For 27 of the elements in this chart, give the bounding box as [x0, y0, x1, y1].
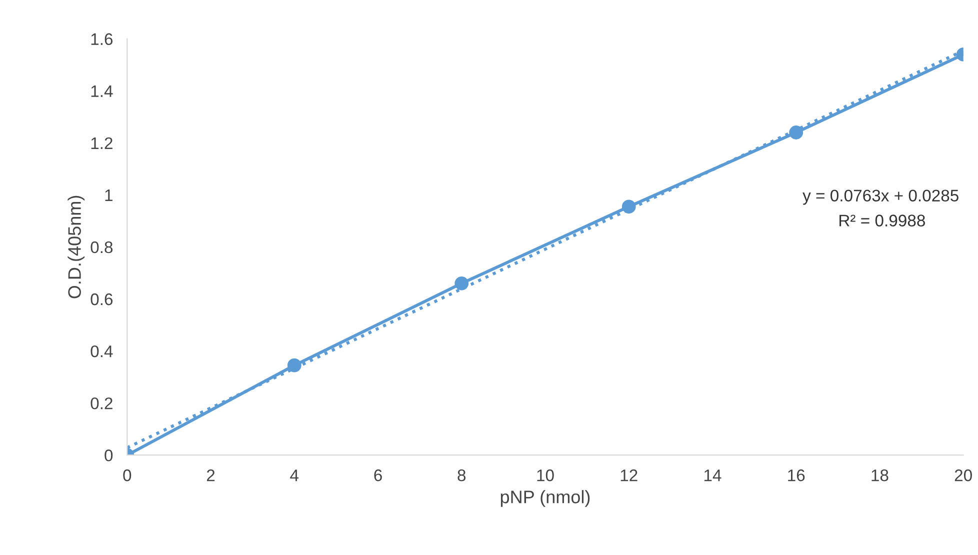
x-tick-label: 14: [704, 470, 722, 482]
x-tick-label: 4: [290, 470, 299, 482]
y-tick-label: 1.4: [91, 85, 113, 97]
x-tick-label: 12: [620, 469, 638, 482]
point: [789, 126, 804, 140]
y-tick-label: 1: [105, 190, 112, 201]
x-tick-label: 10: [537, 469, 554, 482]
x-axis-title: pNP (nmol): [500, 490, 590, 507]
y-tick-label: 0.4: [90, 345, 113, 358]
x-tick-label: 0: [123, 469, 132, 482]
annotation: R² = 0.9988: [840, 214, 925, 226]
x-tick-label: 18: [872, 469, 888, 482]
x-tick-label: 8: [458, 469, 466, 482]
y-tick-label: 1.6: [91, 33, 113, 46]
y-tick-label: 0.8: [90, 241, 113, 254]
x-tick-label: 20: [954, 469, 972, 482]
point: [454, 276, 469, 290]
x-tick-label: 16: [788, 469, 805, 482]
x-tick-label: 2: [206, 469, 215, 482]
y-tick-label: 0: [104, 450, 113, 462]
x-tick-label: 6: [374, 469, 382, 482]
y-tick-label: 1.2: [91, 137, 112, 149]
y-tick-label: 0.2: [90, 397, 112, 410]
y-axis-title: O.D.(405nm): [68, 196, 85, 298]
y-tick-label: 0.6: [90, 293, 113, 306]
point: [287, 358, 302, 372]
annotation: y = 0.0763x + 0.0285: [802, 190, 958, 205]
